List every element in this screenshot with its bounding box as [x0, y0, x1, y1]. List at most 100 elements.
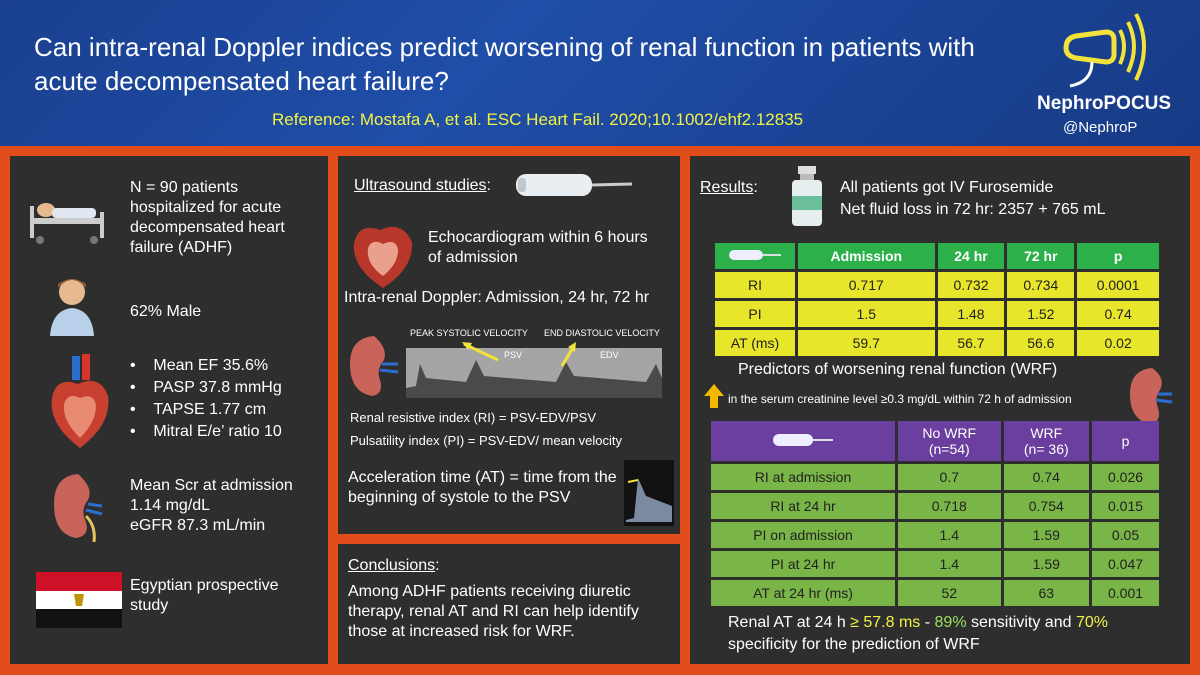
- row-label: PI on admission: [711, 522, 895, 548]
- table-header-row: Admission 24 hr 72 hr p: [715, 243, 1159, 269]
- table-cell: 0.0001: [1077, 272, 1159, 298]
- renal-doppler-kidney-icon: [350, 336, 399, 396]
- ai-threshold-summary: Renal AT at 24 h ≥ 57.8 ms - 89% sensiti…: [728, 614, 1108, 653]
- table-cell: 0.026: [1092, 464, 1159, 490]
- conclusions-panel: Conclusions: Among ADHF patients receivi…: [338, 544, 680, 664]
- hospital-bed-icon: [30, 203, 104, 244]
- column-header: 24 hr: [937, 243, 1005, 269]
- table-cell: 0.717: [798, 272, 935, 298]
- table-row: RI at 24 hr 0.718 0.754 0.015: [711, 493, 1159, 519]
- cardiac-item: • PASP 37.8 mmHg: [130, 379, 282, 396]
- results-heading: Results:: [700, 179, 758, 196]
- renal-findings: Mean Scr at admission 1.14 mg/dL eGFR 87…: [130, 477, 293, 534]
- table-cell: 56.7: [937, 330, 1005, 356]
- ultrasound-heading: Ultrasound studies:: [354, 177, 491, 194]
- brand-name: NephroPOCUS: [1037, 93, 1172, 114]
- column-header: 72 hr: [1007, 243, 1075, 269]
- table-cell: 0.74: [1003, 464, 1090, 490]
- doppler-arrows: [462, 342, 576, 367]
- echo-text: Echocardiogram within 6 hours of admissi…: [428, 229, 648, 266]
- column-header-no-wrf: No WRF (n=54): [898, 421, 1001, 461]
- table-cell: 59.7: [798, 330, 935, 356]
- brand-handle: @NephroP: [1063, 119, 1138, 136]
- arrow-up-icon: [704, 384, 724, 408]
- table-header-row: No WRF (n=54) WRF (n= 36) p: [711, 421, 1159, 461]
- male-percent: 62% Male: [130, 303, 202, 320]
- pi-formula: Pulsatility index (PI) = PSV-EDV/ mean v…: [350, 433, 623, 448]
- ultrasound-panel: Ultrasound studies: Echocardiogram withi…: [338, 156, 680, 534]
- table-cell: 1.5: [798, 301, 935, 327]
- row-label: AT at 24 hr (ms): [711, 580, 895, 606]
- row-label: RI at admission: [711, 464, 895, 490]
- table-cell: 0.754: [1003, 493, 1090, 519]
- conclusions-heading: Conclusions:: [348, 557, 440, 574]
- table-cell: 0.015: [1092, 493, 1159, 519]
- table-row: AT (ms) 59.7 56.7 56.6 0.02: [715, 330, 1159, 356]
- table-cell: 0.001: [1092, 580, 1159, 606]
- table-cell: 1.52: [1007, 301, 1075, 327]
- ri-formula: Renal resistive index (RI) = PSV-EDV/PSV: [350, 410, 597, 425]
- table-row: PI at 24 hr 1.4 1.59 0.047: [711, 551, 1159, 577]
- table-cell: 52: [898, 580, 1001, 606]
- table-cell: 56.6: [1007, 330, 1075, 356]
- patients-panel: N = 90 patients hospitalized for acute d…: [10, 156, 328, 664]
- wrf-predictors-table: No WRF (n=54) WRF (n= 36) p RI at admissio…: [708, 418, 1162, 609]
- table-cell: 63: [1003, 580, 1090, 606]
- doppler-indices-table: Admission 24 hr 72 hr p RI 0.717 0.732 0…: [712, 240, 1162, 359]
- column-header-wrf: WRF (n= 36): [1003, 421, 1090, 461]
- probe-header-cell: [711, 421, 895, 461]
- table-cell: 1.59: [1003, 522, 1090, 548]
- furosemide-text: All patients got IV Furosemide: [840, 179, 1054, 196]
- cardiac-findings-list: • Mean EF 35.6% • PASP 37.8 mmHg • TAPSE…: [130, 356, 282, 442]
- column-header-p: p: [1092, 421, 1159, 461]
- table-cell: 1.48: [937, 301, 1005, 327]
- table-row: PI 1.5 1.48 1.52 0.74: [715, 301, 1159, 327]
- wrf-kidney-icon: [1130, 368, 1173, 424]
- table-cell: 1.59: [1003, 551, 1090, 577]
- row-label: RI: [715, 272, 795, 298]
- doppler-waveform: [406, 348, 662, 398]
- furosemide-vial-icon: [792, 166, 822, 226]
- cardiac-item: • Mitral E/e’ ratio 10: [130, 423, 282, 440]
- table-cell: 0.732: [937, 272, 1005, 298]
- edv-label: END DIASTOLIC VELOCITY: [544, 328, 660, 338]
- table-row: RI 0.717 0.732 0.734 0.0001: [715, 272, 1159, 298]
- conclusions-text: Among ADHF patients receiving diuretic t…: [348, 583, 639, 640]
- table-row: AT at 24 hr (ms) 52 63 0.001: [711, 580, 1159, 606]
- table-cell: 0.02: [1077, 330, 1159, 356]
- ultrasound-probe-icon: [516, 174, 633, 196]
- study-type: Egyptian prospective study: [130, 577, 279, 614]
- kidney-icon: [54, 474, 103, 543]
- psv-short-label: PSV: [504, 350, 523, 360]
- predictors-title: Predictors of worsening renal function (…: [738, 361, 1058, 378]
- table-cell: 1.4: [898, 551, 1001, 577]
- heart-icon: [51, 354, 109, 448]
- cardiac-item: • TAPSE 1.77 cm: [130, 401, 267, 418]
- doppler-waveform-trace: [406, 348, 662, 398]
- table-cell: 0.734: [1007, 272, 1075, 298]
- table-cell: 0.05: [1092, 522, 1159, 548]
- row-label: RI at 24 hr: [711, 493, 895, 519]
- table-cell: 0.74: [1077, 301, 1159, 327]
- table-cell: 1.4: [898, 522, 1001, 548]
- row-label: PI: [715, 301, 795, 327]
- column-header: p: [1077, 243, 1159, 269]
- results-panel: Results: All patients got IV Furosemide …: [690, 156, 1190, 664]
- probe-header-cell: [715, 243, 795, 269]
- table-cell: 0.7: [898, 464, 1001, 490]
- column-header: Admission: [798, 243, 935, 269]
- table-row: PI on admission 1.4 1.59 0.05: [711, 522, 1159, 548]
- table-cell: 0.047: [1092, 551, 1159, 577]
- row-label: PI at 24 hr: [711, 551, 895, 577]
- patient-avatar-icon: [50, 279, 94, 336]
- table-cell: 0.718: [898, 493, 1001, 519]
- at-waveform-icon: [624, 460, 674, 526]
- table-row: RI at admission 0.7 0.74 0.026: [711, 464, 1159, 490]
- page-title: Can intra-renal Doppler indices predict …: [34, 32, 975, 96]
- header-banner: Can intra-renal Doppler indices predict …: [0, 0, 1200, 146]
- doppler-timing: Intra-renal Doppler: Admission, 24 hr, 7…: [344, 289, 650, 306]
- cardiac-item: • Mean EF 35.6%: [130, 357, 269, 374]
- probe-icon: [773, 433, 833, 446]
- fluid-loss-text: Net fluid loss in 72 hr: 2357 + 765 mL: [840, 201, 1106, 218]
- row-label: AT (ms): [715, 330, 795, 356]
